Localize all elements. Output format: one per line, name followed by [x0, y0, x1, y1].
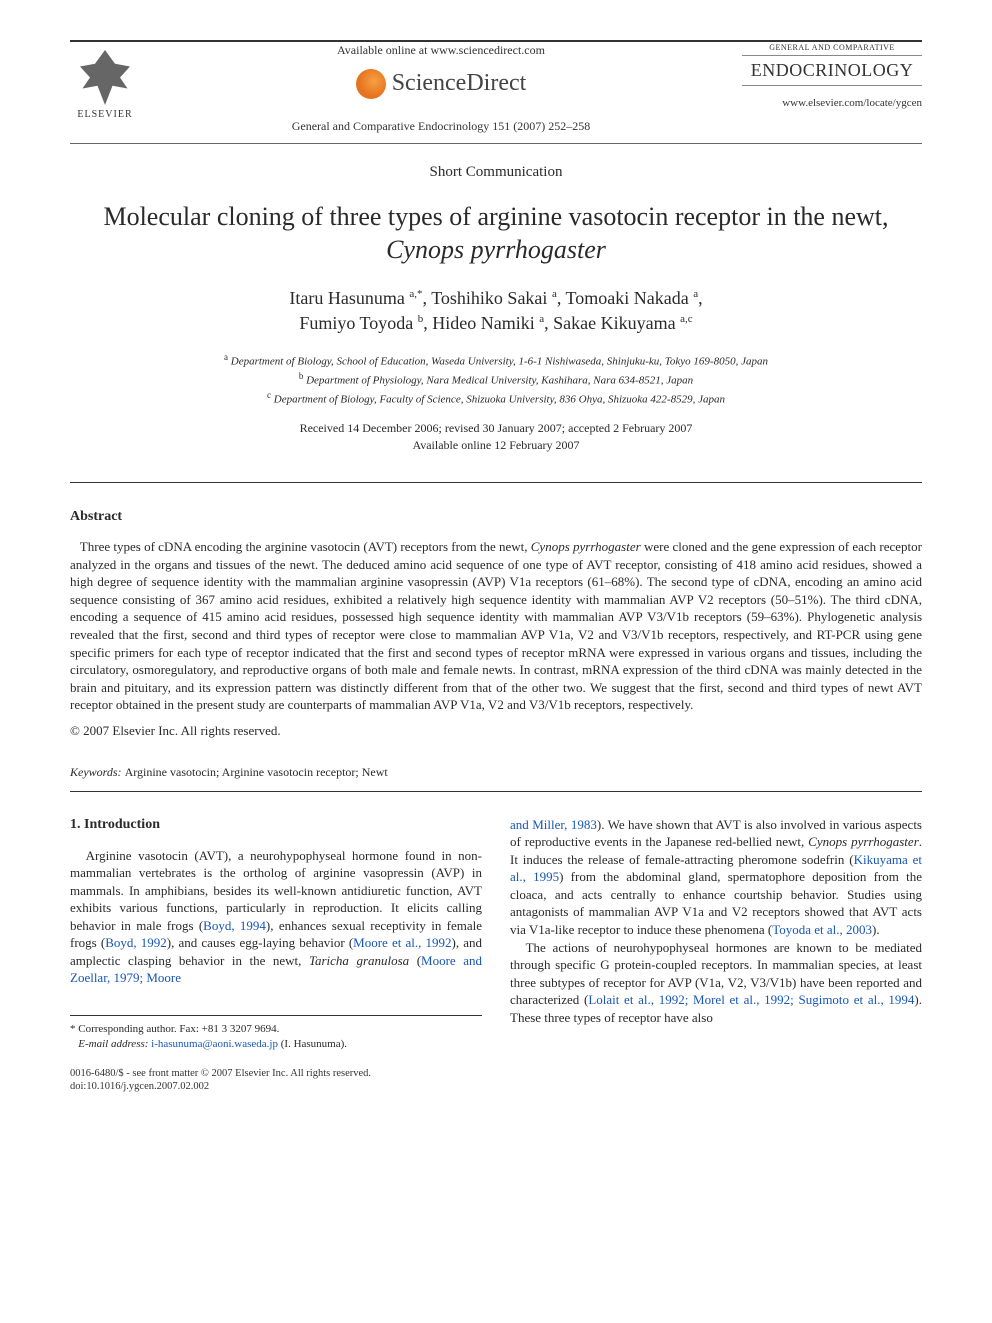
- abstract-heading: Abstract: [70, 507, 922, 527]
- c1-species: Taricha granulosa: [309, 953, 409, 968]
- available-online-text: Available online at www.sciencedirect.co…: [140, 42, 742, 59]
- email-label: E-mail address:: [78, 1038, 151, 1050]
- journal-reference: General and Comparative Endocrinology 15…: [140, 118, 742, 135]
- sep5: ,: [544, 313, 553, 333]
- keywords-label: Keywords:: [70, 765, 125, 779]
- sciencedirect-swirl-icon: [356, 69, 386, 99]
- footnotes: * Corresponding author. Fax: +81 3 3207 …: [70, 1015, 482, 1053]
- title-species: Cynops pyrrhogaster: [386, 235, 606, 264]
- aff-c: Department of Biology, Faculty of Scienc…: [271, 394, 725, 406]
- article-type: Short Communication: [70, 162, 922, 183]
- bottom-line2: doi:10.1016/j.ygcen.2007.02.002: [70, 1081, 209, 1092]
- bottom-line1: 0016-6480/$ - see front matter © 2007 El…: [70, 1068, 371, 1079]
- col2-para1: and Miller, 1983). We have shown that AV…: [510, 816, 922, 939]
- author-6-sup: a,c: [680, 313, 693, 325]
- elsevier-tree-icon: [80, 50, 130, 105]
- dates-line1: Received 14 December 2006; revised 30 Ja…: [300, 421, 693, 435]
- dates-line2: Available online 12 February 2007: [412, 438, 579, 452]
- abstract-copyright: © 2007 Elsevier Inc. All rights reserved…: [70, 722, 922, 740]
- intro-heading: 1. Introduction: [70, 816, 482, 835]
- affiliations: a Department of Biology, School of Educa…: [70, 351, 922, 408]
- journal-brand: GENERAL AND COMPARATIVE ENDOCRINOLOGY ww…: [742, 42, 922, 112]
- sciencedirect-logo: ScienceDirect: [140, 67, 742, 101]
- aff-b: Department of Physiology, Nara Medical U…: [303, 374, 693, 386]
- sciencedirect-name: ScienceDirect: [392, 67, 527, 101]
- author-2: Toshihiko Sakai: [431, 288, 552, 308]
- abs-text-1: Three types of cDNA encoding the arginin…: [80, 539, 531, 554]
- ref-toyoda-2003[interactable]: Toyoda et al., 2003: [772, 922, 872, 937]
- author-4: Fumiyo Toyoda: [299, 313, 417, 333]
- journal-brand-name: ENDOCRINOLOGY: [742, 55, 922, 86]
- ref-moore-1992[interactable]: Moore et al., 1992: [353, 935, 451, 950]
- elsevier-logo: ELSEVIER: [70, 42, 140, 122]
- author-5: Hideo Namiki: [432, 313, 539, 333]
- sep3: ,: [698, 288, 703, 308]
- article-dates: Received 14 December 2006; revised 30 Ja…: [70, 420, 922, 454]
- article-title: Molecular cloning of three types of argi…: [70, 201, 922, 266]
- author-1-sup: a,*: [409, 288, 422, 300]
- elsevier-label: ELSEVIER: [77, 108, 132, 122]
- column-left: 1. Introduction Arginine vasotocin (AVT)…: [70, 816, 482, 1094]
- corr-email[interactable]: i-hasunuma@aoni.waseda.jp: [151, 1038, 278, 1050]
- c2-species: Cynops pyrrhogaster: [808, 834, 919, 849]
- keywords: Keywords: Arginine vasotocin; Arginine v…: [70, 764, 922, 781]
- sep2: ,: [557, 288, 566, 308]
- body-columns: 1. Introduction Arginine vasotocin (AVT)…: [70, 816, 922, 1094]
- c1c: ), and causes egg-laying behavior (: [167, 935, 353, 950]
- author-6: Sakae Kikuyama: [553, 313, 680, 333]
- sep1: ,: [423, 288, 432, 308]
- author-3: Tomoaki Nakada: [566, 288, 694, 308]
- col1-para1: Arginine vasotocin (AVT), a neurohypophy…: [70, 847, 482, 987]
- c2d: ).: [872, 922, 880, 937]
- abstract-body: Three types of cDNA encoding the arginin…: [70, 538, 922, 713]
- abs-text-2: were cloned and the gene expression of e…: [70, 539, 922, 712]
- ref-boyd-1994[interactable]: Boyd, 1994: [203, 918, 266, 933]
- ref-moore-miller[interactable]: and Miller, 1983: [510, 817, 597, 832]
- journal-brand-top: GENERAL AND COMPARATIVE: [742, 42, 922, 53]
- corr-text: Corresponding author. Fax: +81 3 3207 96…: [78, 1023, 279, 1035]
- journal-url: www.elsevier.com/locate/ygcen: [742, 96, 922, 111]
- authors: Itaru Hasunuma a,*, Toshihiko Sakai a, T…: [70, 286, 922, 336]
- ref-boyd-1992[interactable]: Boyd, 1992: [105, 935, 167, 950]
- header-bottom-rule: [70, 143, 922, 144]
- sciencedirect-block: Available online at www.sciencedirect.co…: [140, 42, 742, 135]
- sep4: ,: [423, 313, 432, 333]
- email-suffix: (I. Hasunuma).: [278, 1038, 347, 1050]
- author-1: Itaru Hasunuma: [289, 288, 409, 308]
- header-row: ELSEVIER Available online at www.science…: [70, 42, 922, 135]
- keywords-bottom-rule: [70, 791, 922, 792]
- c1e: (: [409, 953, 421, 968]
- ref-lolait-morel-sugimoto[interactable]: Lolait et al., 1992; Morel et al., 1992;…: [588, 992, 914, 1007]
- abstract-top-rule: [70, 482, 922, 483]
- corr-star: *: [70, 1023, 78, 1035]
- col2-para2: The actions of neurohypophyseal hormones…: [510, 939, 922, 1027]
- abs-species: Cynops pyrrhogaster: [531, 539, 641, 554]
- title-text: Molecular cloning of three types of argi…: [103, 202, 888, 231]
- aff-a: Department of Biology, School of Educati…: [228, 355, 768, 367]
- keywords-list: Arginine vasotocin; Arginine vasotocin r…: [125, 765, 388, 779]
- bottom-meta: 0016-6480/$ - see front matter © 2007 El…: [70, 1067, 482, 1094]
- column-right: and Miller, 1983). We have shown that AV…: [510, 816, 922, 1094]
